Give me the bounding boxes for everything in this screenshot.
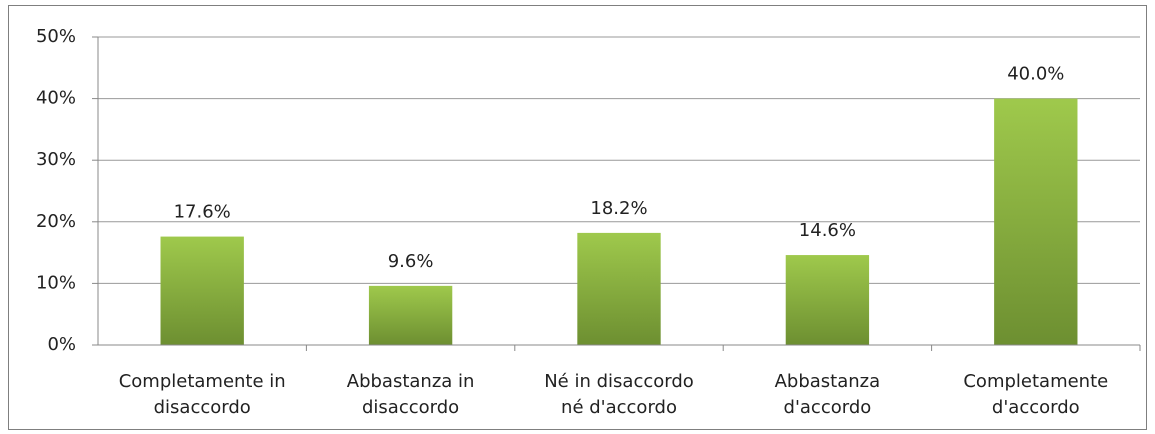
y-tick-label: 20% — [36, 211, 76, 232]
x-tick-label: né d'accordo — [561, 397, 677, 418]
bar — [160, 236, 244, 345]
x-tick-label: d'accordo — [784, 397, 872, 418]
x-tick-label: d'accordo — [992, 397, 1080, 418]
bar — [994, 98, 1078, 345]
data-label: 18.2% — [590, 198, 647, 219]
x-tick-label: Abbastanza in — [347, 371, 475, 392]
chart-border — [8, 5, 1147, 430]
x-tick-label: Abbastanza — [775, 371, 881, 392]
bar — [785, 255, 870, 345]
data-label: 9.6% — [388, 251, 434, 272]
x-tick-label: Né in disaccordo — [544, 371, 694, 392]
y-tick-label: 40% — [36, 88, 76, 109]
data-label: 14.6% — [799, 220, 856, 241]
bar — [368, 285, 453, 345]
bar — [577, 232, 661, 345]
y-tick-label: 30% — [36, 149, 76, 170]
x-tick-label: Completamente in — [119, 371, 286, 392]
x-tick-label: disaccordo — [362, 397, 459, 418]
x-tick-label: Completamente — [963, 371, 1108, 392]
y-tick-label: 10% — [36, 272, 76, 293]
x-tick-label: disaccordo — [154, 397, 251, 418]
data-label: 17.6% — [174, 202, 231, 223]
data-label: 40.0% — [1007, 64, 1064, 85]
y-tick-label: 50% — [36, 26, 76, 47]
y-tick-label: 0% — [47, 334, 76, 355]
